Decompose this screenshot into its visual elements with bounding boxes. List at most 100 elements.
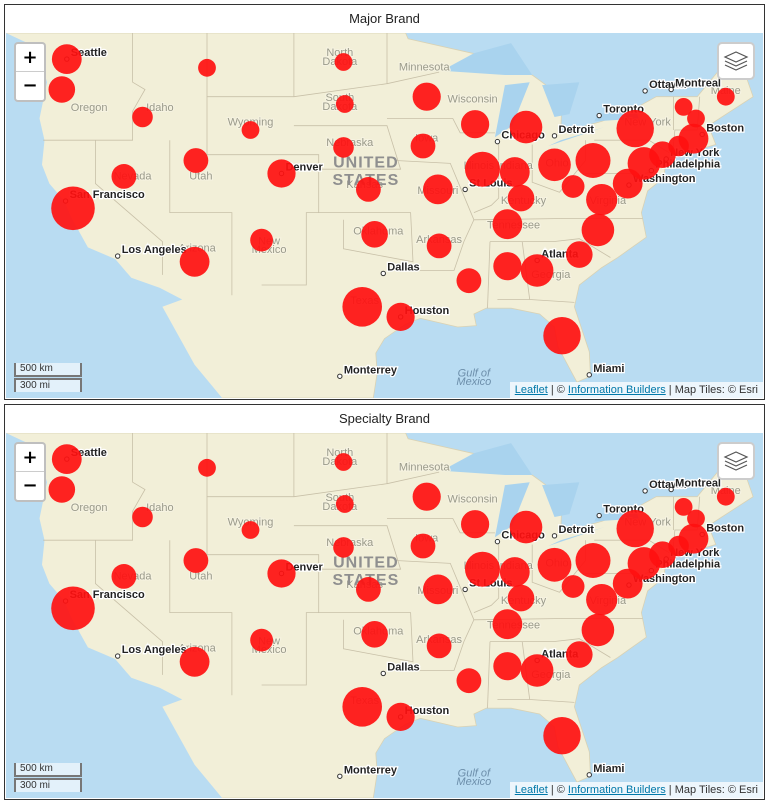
city-dot [494, 138, 501, 145]
bubble-virginia [586, 184, 618, 216]
bubble-tennessee [492, 609, 523, 640]
great-lake [441, 443, 533, 475]
bubble-wisconsin [461, 110, 490, 139]
bubble-kentucky [507, 184, 535, 212]
state-border [318, 612, 414, 663]
city-label: Houston [405, 305, 450, 317]
bubble-boston [678, 123, 709, 154]
state-label: Idaho [146, 502, 174, 514]
city-label: Los Angeles [122, 644, 187, 656]
city-label: Detroit [559, 524, 595, 536]
state-border [293, 433, 388, 498]
layers-icon [723, 451, 749, 471]
state-border [206, 96, 320, 286]
bubble-boise [132, 506, 153, 528]
bubble-mississippi [456, 668, 482, 694]
map-panel-major: Major Brand OregonIdahoWyomingNevadaUtah… [4, 4, 765, 400]
scale-bar: 500 km 300 mi [14, 363, 82, 392]
bubble-albuquerque [250, 228, 273, 252]
bubble-florida [543, 317, 581, 355]
leaflet-link[interactable]: Leaflet [514, 784, 548, 796]
bubble-vermont [674, 98, 693, 116]
city-dot [462, 586, 468, 593]
zoom-in-button[interactable]: + [16, 444, 44, 472]
bubble-new-hampshire [687, 109, 705, 128]
city-dot [668, 86, 674, 93]
scale-bar: 500 km 300 mi [14, 763, 82, 792]
bubble-michigan [509, 110, 543, 144]
bubble-montana [198, 458, 216, 477]
water-label: Mexico [456, 376, 491, 388]
city-label: Ottawa [649, 79, 687, 91]
panel-title: Specialty Brand [338, 411, 431, 426]
basemap: OregonIdahoWyomingNevadaUtahArizonaNewMe… [6, 433, 763, 798]
bubble-south-carolina [566, 241, 593, 268]
state-border [293, 125, 402, 170]
bubble-albuquerque [250, 628, 273, 652]
bubble-pittsburgh [575, 543, 611, 578]
city-dot [551, 133, 558, 139]
bubble-maine [716, 87, 735, 106]
layers-button[interactable] [717, 42, 755, 80]
state-label: Oregon [71, 502, 108, 514]
zoom-out-button[interactable]: − [22, 475, 38, 496]
scale-km: 500 km [14, 763, 82, 777]
city-dot [380, 270, 386, 277]
bubble-south-dakota [335, 495, 354, 513]
state-border [487, 641, 491, 709]
state-label: Idaho [146, 102, 174, 114]
bubble-montana [198, 58, 216, 77]
layers-button[interactable] [717, 442, 755, 480]
map-panel-specialty: Specialty Brand OregonIdahoWyomingNevada… [4, 404, 765, 800]
bubble-arkansas [426, 633, 452, 659]
scale-km: 500 km [14, 363, 82, 377]
great-lake [494, 482, 530, 538]
bubble-phoenix [179, 246, 210, 277]
great-lake [441, 43, 533, 75]
information-builders-link[interactable]: Information Builders [567, 784, 666, 796]
zoom-in-button[interactable]: + [16, 44, 44, 72]
bubble-atlanta [520, 654, 554, 687]
city-label: Dallas [387, 261, 419, 273]
bubble-virginia [586, 584, 618, 616]
map-canvas[interactable]: OregonIdahoWyomingNevadaUtahArizonaNewMe… [6, 33, 763, 398]
city-label: Miami [593, 363, 624, 375]
information-builders-link[interactable]: Information Builders [567, 384, 666, 396]
scale-mi: 300 mi [14, 778, 82, 792]
city-dot [551, 533, 558, 539]
water-label: Gulf of [458, 367, 491, 379]
state-border [487, 241, 491, 309]
bubble-wyoming [241, 121, 260, 139]
attribution: Leaflet | © Information Builders | Map T… [509, 782, 763, 798]
bubble-minnesota [412, 482, 441, 511]
zoom-out-button[interactable]: − [22, 75, 38, 96]
basemap: OregonIdahoWyomingNevadaUtahArizonaNewMe… [6, 33, 763, 398]
great-lake [542, 482, 580, 517]
city-label: Montreal [675, 77, 721, 89]
map-canvas[interactable]: OregonIdahoWyomingNevadaUtahArizonaNewMe… [6, 433, 763, 798]
bubble-illinois [465, 151, 500, 187]
bubble-kentucky [507, 584, 535, 612]
great-lake [548, 527, 605, 546]
country-label: UNITED [333, 155, 399, 172]
city-dot [596, 512, 602, 519]
city-dot [586, 772, 592, 778]
city-dot [668, 486, 674, 493]
bubble-oklahoma [361, 621, 388, 648]
bubble-nevada [111, 564, 137, 589]
bubble-maine [716, 487, 735, 506]
attribution-sep: | © [547, 384, 568, 396]
great-lake [494, 82, 530, 138]
bubble-florida [543, 717, 581, 755]
panel-title: Major Brand [349, 11, 420, 26]
bubble-ohio [538, 148, 571, 182]
bubble-nebraska [333, 537, 354, 558]
pacific-coast [6, 33, 223, 398]
bubble-new-york [616, 509, 654, 548]
bubble-new-york [616, 109, 654, 148]
state-border [386, 71, 440, 85]
country-label: UNITED [333, 555, 399, 572]
great-lake [548, 127, 605, 146]
bubble-indiana [499, 157, 530, 187]
leaflet-link[interactable]: Leaflet [514, 384, 548, 396]
